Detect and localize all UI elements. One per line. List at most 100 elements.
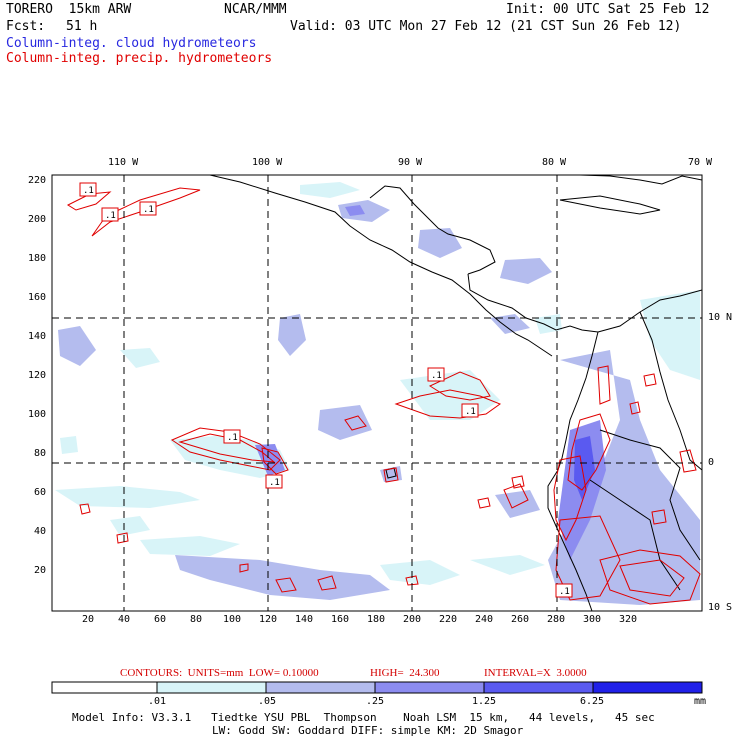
lat-lon-grid bbox=[52, 175, 702, 611]
contour-label-text: .1 bbox=[227, 433, 238, 443]
lat-label-10n: 10 N bbox=[708, 312, 733, 323]
colorbar-level-label: 6.25 bbox=[580, 696, 605, 707]
contour-label-text: .1 bbox=[431, 371, 442, 381]
inland-border bbox=[599, 429, 701, 561]
y-tick-label: 180 bbox=[27, 253, 46, 264]
y-tick-label: 160 bbox=[27, 292, 46, 303]
cloud-area bbox=[318, 405, 372, 440]
cloud-area bbox=[640, 290, 700, 380]
cloud-area bbox=[500, 258, 552, 284]
contour-label: .1 bbox=[139, 201, 157, 216]
contour-labels: .1 .1 .1 .1 .1 .1 .1 .1 bbox=[79, 182, 573, 598]
y-tick-label: 140 bbox=[27, 331, 46, 342]
precip-contour bbox=[619, 559, 685, 597]
mexico-coast bbox=[209, 175, 553, 357]
precip-contour bbox=[503, 483, 529, 509]
x-tick-label: 80 bbox=[190, 614, 203, 625]
x-tick-label: 280 bbox=[547, 614, 566, 625]
colorbar-bin bbox=[265, 681, 376, 694]
precip-contour bbox=[477, 497, 491, 509]
cloud-area bbox=[278, 314, 306, 356]
precip-contour bbox=[394, 389, 502, 419]
contour-interval-info: INTERVAL=X 3.0000 bbox=[484, 667, 587, 679]
y-tick-label: 80 bbox=[33, 448, 46, 459]
lat-label-10s: 10 S bbox=[708, 602, 733, 613]
cloud-field-title: Column-integ. cloud hydrometeors bbox=[6, 36, 257, 51]
init-time: Init: 00 UTC Sat 25 Feb 12 bbox=[506, 2, 710, 17]
precip-field-title: Column-integ. precip. hydrometeors bbox=[6, 51, 273, 66]
contour-label: .1 bbox=[461, 403, 479, 418]
colorbar-bin bbox=[374, 681, 485, 694]
andes-border bbox=[639, 311, 702, 471]
model-info-line2: LW: Godd SW: Goddard DIFF: simple KM: 2D… bbox=[212, 724, 524, 737]
precip-contour bbox=[511, 475, 525, 489]
model-title: TORERO 15km ARW bbox=[6, 2, 132, 17]
precip-contour bbox=[170, 427, 281, 471]
cloud-area bbox=[490, 314, 530, 334]
x-tick-label: 40 bbox=[118, 614, 131, 625]
precip-contour bbox=[629, 401, 641, 415]
center-label: NCAR/MMM bbox=[224, 2, 287, 17]
lat-label-0: 0 bbox=[708, 457, 715, 468]
x-tick-label: 320 bbox=[619, 614, 638, 625]
x-tick-label: 160 bbox=[331, 614, 350, 625]
cloud-area bbox=[110, 516, 150, 536]
cloud-area bbox=[175, 555, 390, 600]
precip-contour bbox=[383, 467, 399, 483]
cloud-area bbox=[380, 560, 460, 585]
colorbar-unit-label: mm bbox=[694, 696, 707, 707]
precip-contour bbox=[239, 563, 249, 573]
colorbar-bin bbox=[156, 681, 267, 694]
x-tick-label: 100 bbox=[223, 614, 242, 625]
colorbar-level-label: .05 bbox=[258, 696, 277, 707]
forecast-hour: 51 h bbox=[66, 19, 98, 34]
precip-contour bbox=[405, 575, 419, 586]
central-america-coast bbox=[467, 273, 599, 333]
x-tick-label: 120 bbox=[259, 614, 278, 625]
contour-label: .1 bbox=[265, 474, 283, 489]
contour-label: .1 bbox=[101, 207, 119, 222]
y-tick-label: 60 bbox=[33, 487, 46, 498]
contour-label: .1 bbox=[79, 182, 97, 197]
y-tick-label: 40 bbox=[33, 526, 46, 537]
colombia-coast bbox=[597, 289, 702, 333]
valid-time: Valid: 03 UTC Mon 27 Feb 12 (21 CST Sun … bbox=[290, 19, 682, 34]
x-tick-label: 140 bbox=[295, 614, 314, 625]
y-tick-label: 200 bbox=[27, 214, 46, 225]
precip-contour bbox=[553, 455, 587, 542]
colorbar bbox=[51, 681, 703, 694]
cloud-area bbox=[120, 348, 160, 368]
precip-contour bbox=[116, 532, 129, 544]
precip-contour bbox=[567, 413, 611, 491]
contour-label-text: .1 bbox=[269, 478, 280, 488]
x-tick-label: 220 bbox=[439, 614, 458, 625]
cloud-area bbox=[60, 436, 78, 454]
cloud-area bbox=[400, 370, 500, 420]
x-tick-label: 260 bbox=[511, 614, 530, 625]
x-tick-label: 60 bbox=[154, 614, 167, 625]
cloud-shading bbox=[55, 182, 700, 605]
y-tick-label: 220 bbox=[27, 175, 46, 186]
yucatan-coast bbox=[369, 185, 496, 275]
contour-label-text: .1 bbox=[559, 587, 570, 597]
lon-label-80w: 80 W bbox=[542, 157, 567, 168]
precip-contour bbox=[428, 371, 491, 401]
lon-label-100w: 100 W bbox=[252, 157, 283, 168]
contour-label-text: .1 bbox=[465, 407, 476, 417]
colorbar-bin bbox=[483, 681, 594, 694]
colorbar-bin bbox=[592, 681, 703, 694]
contour-units-info: CONTOURS: UNITS=mm LOW= 0.10000 bbox=[120, 667, 319, 679]
precip-contour bbox=[344, 415, 367, 431]
lon-label-70w: 70 W bbox=[688, 157, 713, 168]
precip-contour bbox=[317, 575, 337, 591]
y-tick-label: 100 bbox=[27, 409, 46, 420]
precip-contour bbox=[599, 549, 701, 605]
cloud-area bbox=[300, 182, 360, 198]
contour-label-text: .1 bbox=[143, 205, 154, 215]
x-tick-label: 180 bbox=[367, 614, 386, 625]
precip-contour bbox=[679, 449, 697, 473]
contour-label-text: .1 bbox=[105, 211, 116, 221]
cuba-outline bbox=[559, 195, 661, 215]
caribbean-coast bbox=[579, 175, 702, 185]
